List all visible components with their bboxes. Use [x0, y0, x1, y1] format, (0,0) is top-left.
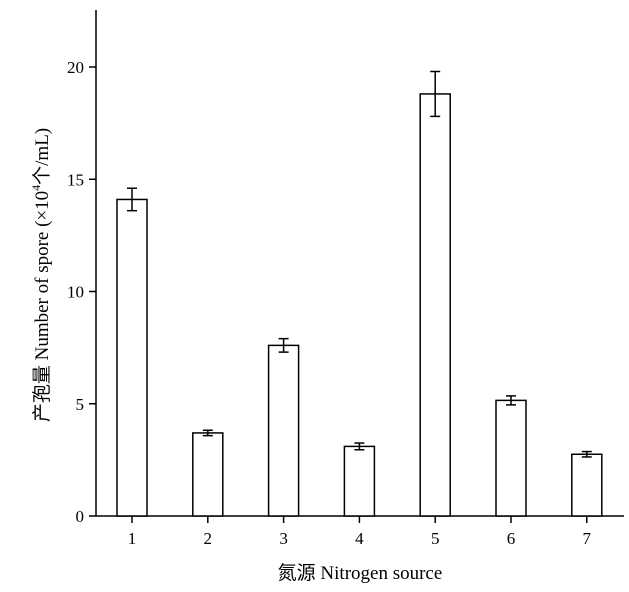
- error-bar-1: [127, 187, 137, 212]
- y-tick-label: 0: [76, 507, 85, 526]
- error-bar-6: [506, 395, 516, 406]
- bar-5: [419, 93, 451, 517]
- x-tick-label: 6: [507, 529, 516, 548]
- bar-3: [267, 344, 300, 517]
- x-tick-label: 3: [279, 529, 288, 548]
- x-tick-label: 5: [431, 529, 440, 548]
- y-axis-title-exponent: 4: [29, 185, 43, 191]
- x-tick-label: 2: [204, 529, 213, 548]
- error-bar-4: [354, 442, 365, 451]
- bar-1: [116, 198, 148, 517]
- y-axis-title-unit: 个/mL): [31, 128, 53, 185]
- y-tick-label: 5: [76, 395, 85, 414]
- bar-4: [343, 445, 376, 517]
- x-axis-title: 氮源 Nitrogen source: [278, 562, 443, 584]
- error-bar-2: [202, 429, 213, 437]
- y-tick-label: 15: [67, 170, 84, 189]
- bars: [116, 93, 603, 517]
- x-tick-label: 1: [128, 529, 137, 548]
- y-tick-label: 10: [67, 283, 84, 302]
- error-bars: [127, 70, 592, 458]
- y-tick-label: 20: [67, 58, 84, 77]
- bar-6: [495, 399, 527, 517]
- y-ticks: 0 5 10 15 20: [67, 58, 96, 526]
- x-tick-label: 4: [355, 529, 364, 548]
- error-bar-3: [278, 337, 289, 353]
- y-axis-title-main: 产孢量 Number of spore (×10: [31, 191, 53, 422]
- error-bar-5: [430, 70, 441, 118]
- y-axis-title: 产孢量 Number of spore (×104个/mL): [29, 128, 53, 422]
- x-ticks: 1 2 3 4 5 6 7: [128, 516, 592, 548]
- bar-2: [192, 432, 224, 517]
- x-tick-label: 7: [583, 529, 592, 548]
- bar-7: [571, 453, 603, 517]
- error-bar-7: [581, 450, 592, 458]
